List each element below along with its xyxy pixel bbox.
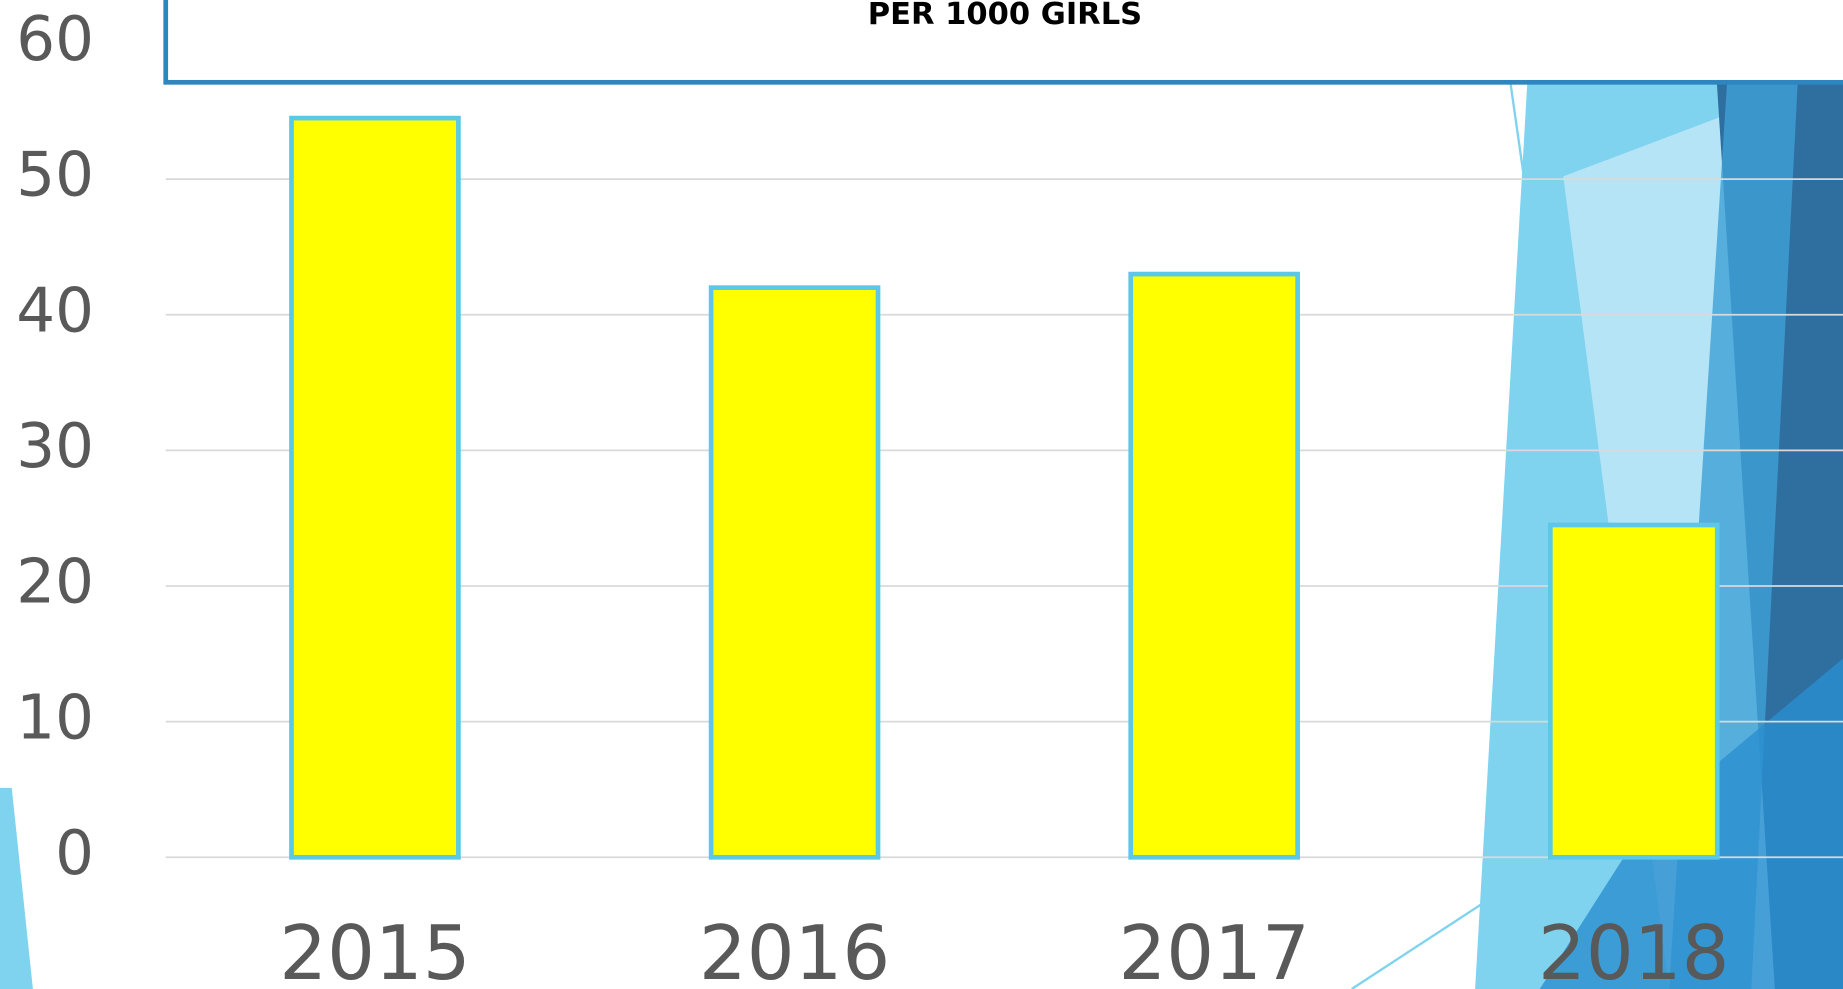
x-tick-label: 2015	[279, 909, 470, 989]
x-tick-label: 2018	[1538, 909, 1729, 989]
y-tick-label: 30	[16, 411, 94, 482]
y-tick-label: 0	[55, 818, 94, 889]
bar	[1131, 274, 1298, 857]
x-tick-label: 2017	[1118, 909, 1309, 989]
chart: 0 10 20 30 40 50 60 2015 2016 2017 2018 PER 1000 …	[0, 0, 1843, 989]
chart-title: PER 1000 GIRLS	[868, 0, 1142, 32]
x-tick-label: 2016	[699, 909, 890, 989]
bar	[1550, 525, 1717, 857]
page: 0 10 20 30 40 50 60 2015 2016 2017 2018 PER 1000 …	[0, 0, 1843, 989]
decor-shape	[0, 788, 33, 989]
bar	[291, 118, 458, 857]
y-tick-label: 10	[16, 682, 94, 753]
y-tick-label: 60	[16, 4, 94, 75]
y-tick-label: 20	[16, 547, 94, 618]
bar	[711, 288, 878, 858]
y-tick-label: 40	[16, 275, 94, 346]
y-tick-label: 50	[16, 140, 94, 211]
